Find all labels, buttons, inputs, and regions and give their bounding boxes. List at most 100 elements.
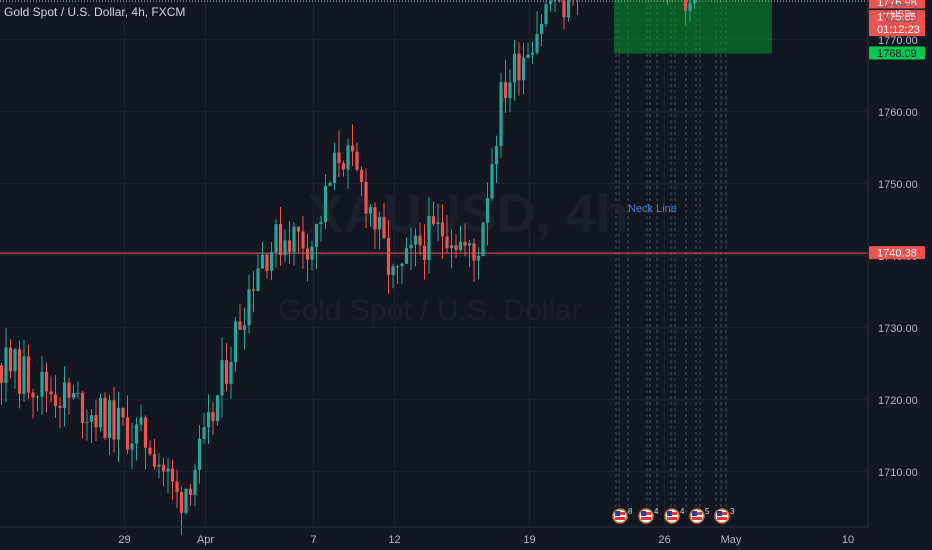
candle <box>427 197 431 274</box>
candle <box>467 239 472 268</box>
candle <box>391 263 395 289</box>
time-tick-label: 29 <box>118 534 130 546</box>
candle <box>508 69 512 112</box>
candle <box>395 264 400 284</box>
candle <box>512 39 517 101</box>
price-axis[interactable]: 1710.001720.001730.001740.001750.001760.… <box>878 0 918 479</box>
candle <box>287 221 292 265</box>
candle <box>577 0 578 16</box>
candle <box>188 483 193 506</box>
candle <box>692 0 697 9</box>
candle <box>215 394 220 426</box>
candle <box>521 42 526 95</box>
candle <box>175 469 179 508</box>
candle <box>193 463 197 507</box>
time-tick-label: 7 <box>310 534 316 546</box>
candle <box>476 247 481 279</box>
candle <box>530 41 535 64</box>
event-icons[interactable]: 8 4 4 5 3 <box>612 507 735 524</box>
candle <box>404 237 409 265</box>
candle <box>125 395 130 455</box>
candle <box>544 0 548 28</box>
candle <box>350 124 355 166</box>
economic-event-flag-icon[interactable]: 4 <box>664 507 685 524</box>
candle <box>454 234 458 259</box>
candle <box>274 219 278 268</box>
candle <box>17 340 22 409</box>
currency-button[interactable]: USD <box>885 4 917 22</box>
event-count: 4 <box>654 507 659 516</box>
candle <box>62 366 67 427</box>
candle <box>292 222 296 266</box>
candle <box>121 407 125 426</box>
neck-line-label: Neck Line <box>628 203 677 215</box>
event-count: 5 <box>705 507 710 516</box>
price-label: 1740.38 <box>869 246 925 260</box>
horizontal-lines <box>0 0 868 254</box>
event-count: 8 <box>628 507 633 516</box>
candle <box>481 221 485 257</box>
candle <box>170 459 175 501</box>
candle <box>440 204 445 260</box>
grid <box>0 0 868 527</box>
economic-event-flag-icon[interactable]: 3 <box>714 507 735 524</box>
candle <box>359 166 364 196</box>
candle <box>436 203 440 242</box>
candle <box>346 138 350 189</box>
watermark-name: Gold Spot / U.S. Dollar <box>278 294 581 327</box>
candle <box>323 174 328 230</box>
candle <box>112 386 116 453</box>
candle <box>94 399 98 442</box>
take-profit-zone <box>614 0 772 54</box>
price-label: 1768.09 <box>869 46 925 60</box>
candle <box>229 346 233 399</box>
candle <box>161 457 166 487</box>
candle <box>85 409 89 441</box>
candle <box>490 148 494 201</box>
price-label-value: 1740.38 <box>877 248 917 260</box>
candle <box>409 227 413 270</box>
candle <box>80 391 85 439</box>
candle <box>152 439 157 470</box>
candle <box>233 316 238 372</box>
candle <box>157 453 161 479</box>
candle <box>463 223 467 257</box>
candle <box>449 229 454 269</box>
economic-event-flag-icon[interactable]: 4 <box>638 507 659 524</box>
candle <box>386 220 391 294</box>
candle <box>134 417 139 461</box>
candle <box>373 202 377 249</box>
price-tick-label: 1720.00 <box>878 395 918 407</box>
time-tick-label: 10 <box>842 534 854 546</box>
economic-event-flag-icon[interactable]: 8 <box>612 507 633 524</box>
candle <box>341 160 346 177</box>
candle <box>251 271 256 313</box>
candle <box>422 224 427 280</box>
candle <box>202 412 206 444</box>
candle <box>67 377 71 415</box>
economic-event-flag-icon[interactable]: 5 <box>689 507 710 524</box>
candle <box>76 381 80 399</box>
candle <box>485 182 490 246</box>
chart-title: Gold Spot / U.S. Dollar, 4h, FXCM <box>4 5 185 19</box>
candle <box>503 59 508 113</box>
candle <box>8 339 13 379</box>
candle <box>310 240 314 271</box>
candle <box>31 389 35 419</box>
time-axis[interactable]: 29 Apr 7 12 19 26 May 10 <box>118 534 854 546</box>
candle <box>197 424 202 484</box>
candle <box>71 385 76 400</box>
price-tick-label: 1730.00 <box>878 323 918 335</box>
candle <box>4 328 8 403</box>
candle <box>413 228 418 267</box>
candle <box>301 215 305 269</box>
candle <box>364 168 368 229</box>
candle <box>98 393 103 432</box>
candle <box>26 344 31 400</box>
candle <box>400 262 404 284</box>
candle <box>35 394 40 412</box>
candle <box>472 238 476 282</box>
event-count: 3 <box>730 507 735 516</box>
